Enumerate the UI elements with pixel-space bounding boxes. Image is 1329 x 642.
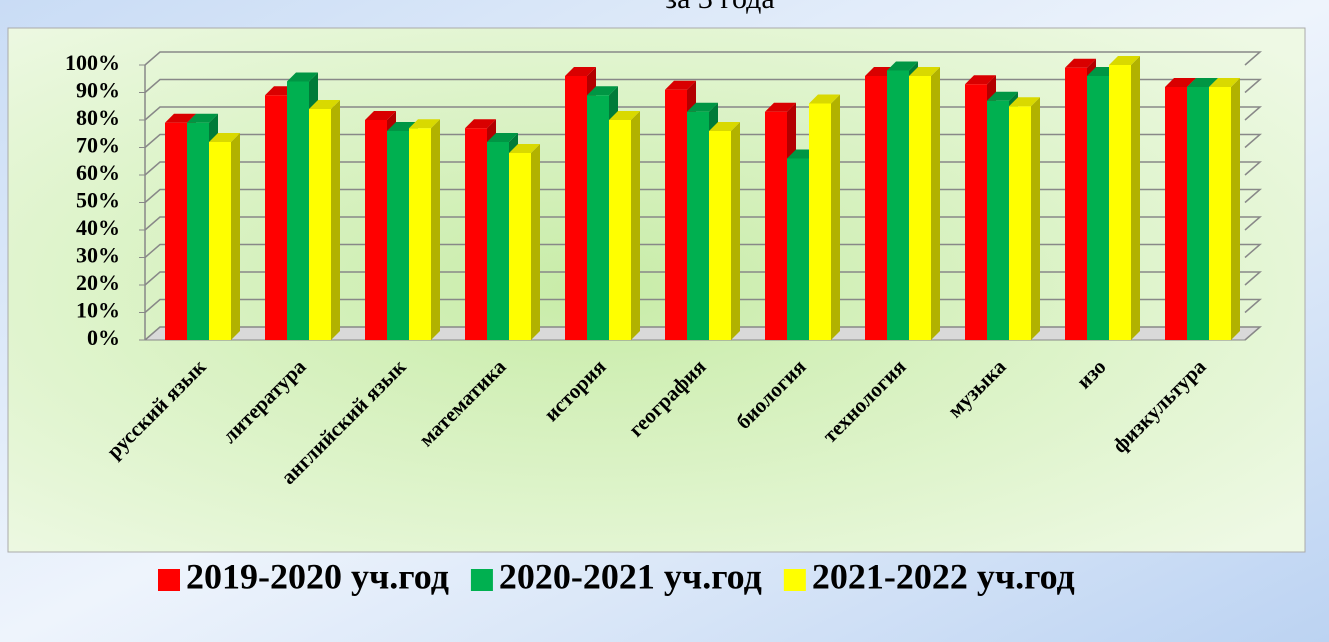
bar-side (731, 122, 740, 340)
bar-top (809, 94, 840, 104)
bar-top (187, 113, 218, 123)
y-tick-label: 70% (76, 133, 120, 158)
bar-top (287, 72, 318, 82)
legend-swatch (158, 569, 180, 591)
bar-top (1065, 58, 1096, 68)
bar-top (465, 119, 496, 129)
legend-label: 2020-2021 уч.год (499, 556, 762, 596)
bar-top (509, 144, 540, 153)
bar (1087, 76, 1109, 340)
bar-top (1187, 78, 1218, 87)
bar-top (687, 102, 718, 112)
bar (887, 70, 909, 340)
bar (1165, 87, 1187, 340)
legend-swatch (470, 569, 493, 591)
bar-top (487, 133, 518, 142)
bar-side (831, 94, 840, 340)
bar-top (209, 133, 240, 142)
grid-line (144, 78, 1263, 94)
bar (387, 131, 409, 340)
bar-top (309, 100, 340, 109)
bar-side (931, 67, 940, 340)
bar-top (765, 102, 796, 112)
bar-top (887, 61, 918, 71)
bar (209, 142, 231, 340)
bar (787, 158, 809, 340)
bar-side (431, 119, 440, 340)
bar (987, 100, 1009, 340)
bar (409, 128, 431, 340)
bar-top (565, 67, 596, 76)
bar (665, 89, 687, 340)
y-tick-label: 0% (87, 325, 120, 350)
bar (809, 103, 831, 340)
bar-top (365, 111, 396, 120)
bar (1209, 87, 1231, 340)
bar-top (1109, 56, 1140, 65)
bar-side (1031, 97, 1040, 340)
bar (287, 81, 309, 340)
bar-side (1131, 56, 1140, 340)
bar-side (1231, 78, 1240, 340)
bar (487, 142, 509, 340)
bar (1065, 67, 1087, 340)
bar (709, 131, 731, 340)
bar-top (1165, 78, 1196, 87)
bar-top (409, 119, 440, 129)
y-tick-label: 80% (76, 105, 120, 130)
bar (365, 120, 387, 340)
y-tick-label: 100% (65, 50, 120, 75)
bar (309, 109, 331, 340)
y-tick-label: 20% (76, 270, 120, 295)
bar-top (665, 80, 696, 90)
bar-side (531, 144, 540, 340)
bar (865, 76, 887, 340)
bar (965, 84, 987, 340)
bar (1109, 65, 1131, 340)
bar-top (609, 111, 640, 120)
bar-top (709, 122, 740, 131)
bar (609, 120, 631, 340)
bar-top (909, 67, 940, 76)
bar-top (165, 113, 196, 123)
bar (509, 153, 531, 340)
y-tick-label: 10% (76, 298, 120, 323)
bar-side (631, 111, 640, 340)
y-tick-label: 40% (76, 215, 120, 240)
bar-side (231, 133, 240, 340)
bar (687, 111, 709, 340)
y-tick-label: 30% (76, 243, 120, 268)
bar-top (587, 86, 618, 96)
bar (265, 95, 287, 340)
bar (1009, 106, 1031, 340)
bar (587, 95, 609, 340)
bar (465, 128, 487, 340)
bar (165, 122, 187, 340)
grid-line (144, 51, 1263, 66)
y-tick-label: 90% (76, 78, 120, 103)
bar (909, 76, 931, 340)
bar-top (965, 75, 996, 85)
bar-top (1209, 78, 1240, 87)
bar-top (1009, 97, 1040, 107)
bar (765, 111, 787, 340)
bar (565, 76, 587, 340)
legend-swatch (783, 569, 806, 591)
bar-top (987, 91, 1018, 101)
y-tick-label: 50% (76, 188, 120, 213)
bar (187, 122, 209, 340)
chart-title: за 3 года (665, 0, 774, 15)
legend-label: 2019-2020 уч.год (186, 556, 449, 596)
bar-side (331, 100, 340, 340)
y-tick-label: 60% (76, 160, 120, 185)
bar (1187, 87, 1209, 340)
legend-label: 2021-2022 уч.год (812, 556, 1075, 596)
